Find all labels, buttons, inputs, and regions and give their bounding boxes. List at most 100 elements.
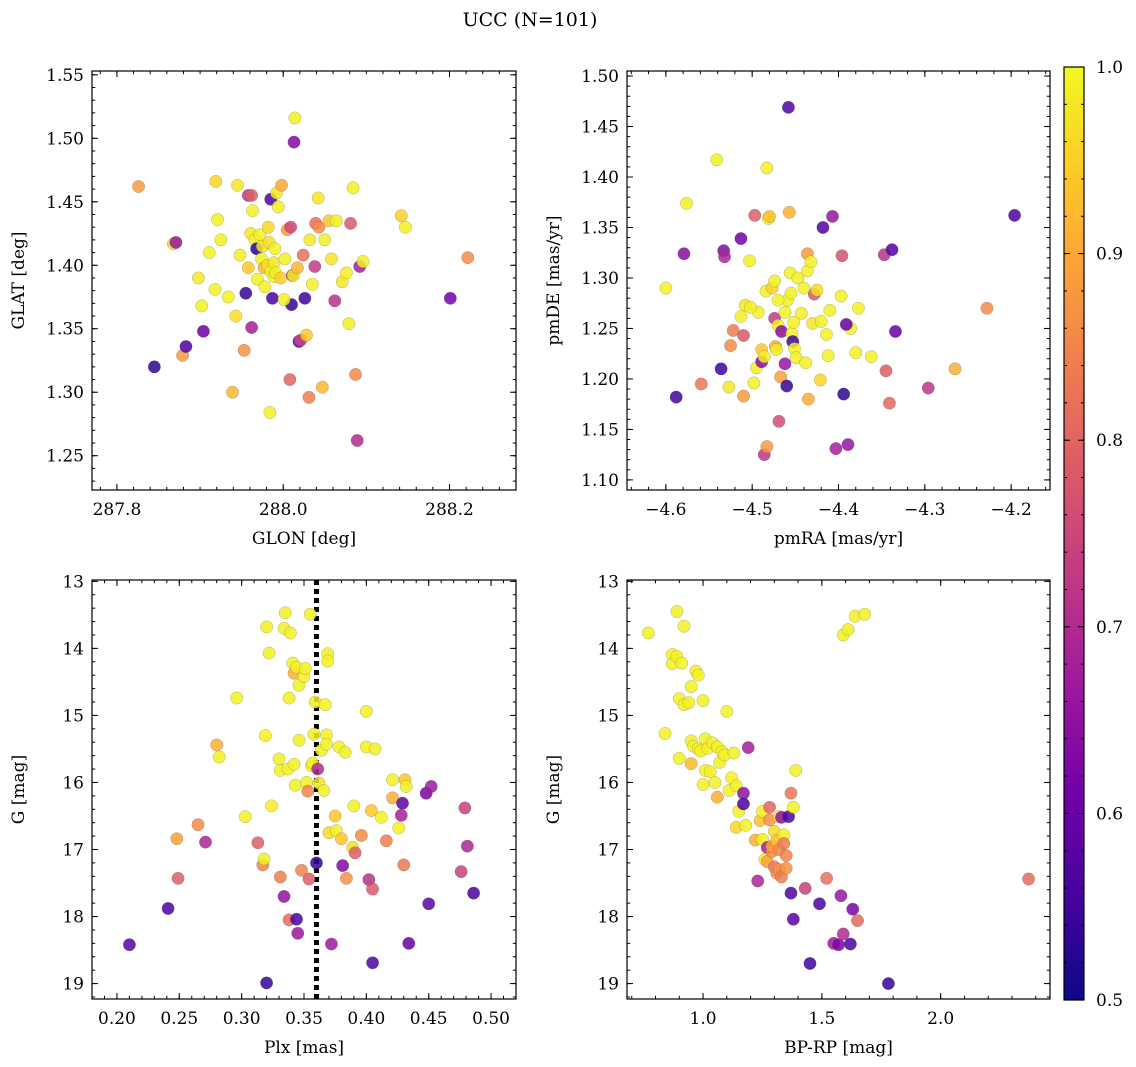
scatter-point	[315, 380, 329, 394]
scatter-point	[246, 204, 259, 218]
scatter-point	[778, 305, 792, 319]
scatter-point	[399, 780, 413, 793]
scatter-point	[328, 294, 342, 308]
scatter-point	[211, 213, 224, 226]
scatter-point	[791, 271, 805, 285]
scatter-point	[335, 832, 348, 846]
scatter-point	[262, 646, 276, 660]
scatter-point	[179, 340, 193, 353]
scatter-point	[278, 606, 292, 620]
scatter-point	[708, 776, 722, 789]
scatter-point	[784, 786, 798, 800]
scatter-point	[305, 277, 319, 291]
scatter-point	[882, 977, 895, 990]
scatter-point	[359, 705, 373, 718]
scatter-point	[318, 698, 332, 712]
x-tick-label: −4.6	[645, 500, 686, 520]
scatter-point	[192, 271, 205, 285]
y-tick-label: 15	[62, 706, 84, 726]
colorbar-gradient	[1063, 66, 1085, 1001]
x-tick-label: 0.50	[472, 1009, 510, 1029]
scatter-point	[1008, 209, 1021, 222]
scatter-point	[386, 773, 399, 787]
x-tick-label: 288.0	[259, 500, 308, 520]
scatter-point	[724, 339, 737, 352]
scatter-point	[948, 362, 962, 376]
scatter-point	[669, 390, 683, 404]
scatter-point	[320, 737, 333, 751]
axes-frame	[91, 70, 517, 491]
scatter-point	[784, 286, 798, 300]
scatter-point	[287, 135, 301, 149]
scatter-point	[839, 318, 853, 331]
scatter-point	[260, 976, 273, 990]
scatter-point	[851, 301, 865, 315]
scatter-point	[402, 936, 416, 950]
y-tick-label: 19	[62, 975, 84, 995]
x-tick-label: 1.0	[690, 1009, 717, 1029]
x-axis-label: Plx [mas]	[264, 1038, 344, 1058]
x-tick-label: 0.25	[160, 1009, 198, 1029]
x-tick-label: 0.45	[410, 1009, 448, 1029]
scatter-point	[298, 291, 312, 305]
scatter-point	[834, 889, 848, 903]
scatter-point	[789, 764, 803, 777]
scatter-point	[258, 280, 272, 294]
scatter-point	[291, 926, 305, 940]
scatter-point	[325, 252, 338, 266]
scatter-point	[170, 832, 184, 846]
scatter-point	[161, 902, 175, 915]
x-tick-label: 0.35	[285, 1009, 323, 1029]
scatter-point	[658, 727, 672, 740]
scatter-point	[386, 791, 399, 805]
y-tick-label: 1.35	[581, 218, 619, 238]
x-axis-label: pmRA [mas/yr]	[774, 529, 903, 549]
scatter-point	[308, 260, 322, 273]
scatter-point	[737, 389, 750, 403]
scatter-point	[858, 607, 872, 621]
scatter-point	[814, 315, 828, 328]
scatter-point	[296, 248, 310, 262]
scatter-point	[214, 233, 228, 247]
scatter-point	[682, 696, 696, 710]
scatter-point	[301, 784, 315, 798]
scatter-point	[680, 196, 693, 210]
scatter-point	[458, 801, 472, 815]
panel-glon-glat: 287.8 288.0 288.2 1.25 1.30 1.35 1.40 1.45 1.50 1…	[9, 66, 517, 549]
scatter-point	[340, 871, 353, 885]
scatter-point	[261, 220, 275, 234]
scatter-point	[221, 290, 235, 304]
scatter-point	[821, 349, 835, 363]
scatter-point	[710, 153, 724, 167]
scatter-point	[836, 927, 850, 941]
scatter-point	[743, 254, 756, 268]
x-tick-label: −4.3	[904, 500, 945, 520]
y-axis-label: G [mag]	[544, 755, 564, 824]
scatter-point	[737, 786, 750, 800]
scatter-point	[366, 956, 379, 970]
x-tick-label: −4.4	[818, 500, 859, 520]
scatter-point	[272, 752, 286, 766]
scatter-point	[460, 839, 474, 853]
colorbar-tick-label: 0.8	[1096, 431, 1123, 451]
scatter-point	[260, 620, 273, 634]
x-tick-label: 287.8	[93, 500, 142, 520]
scatter-point	[347, 799, 361, 813]
scatter-point	[782, 100, 795, 114]
scatter-point	[864, 350, 878, 364]
y-tick-label: 1.50	[46, 129, 84, 149]
scatter-point	[803, 957, 817, 970]
scatter-point	[229, 309, 243, 323]
scatter-point	[720, 705, 734, 718]
scatter-point	[233, 248, 247, 262]
scatter-point	[283, 626, 297, 640]
panel-bprp-g: 1.0 1.5 2.0 13 14 15 16 17 18 19 BP-RP [mag] G [mag…	[544, 572, 1051, 1058]
scatter-point	[336, 859, 350, 872]
scatter-point	[883, 396, 896, 410]
scatter-point	[834, 289, 848, 303]
y-tick-label: 1.45	[46, 193, 84, 213]
scatter-point	[1022, 872, 1035, 886]
scatter-point	[747, 376, 761, 390]
colorbar-tick-label: 0.7	[1096, 618, 1123, 638]
scatter-point	[397, 858, 411, 872]
